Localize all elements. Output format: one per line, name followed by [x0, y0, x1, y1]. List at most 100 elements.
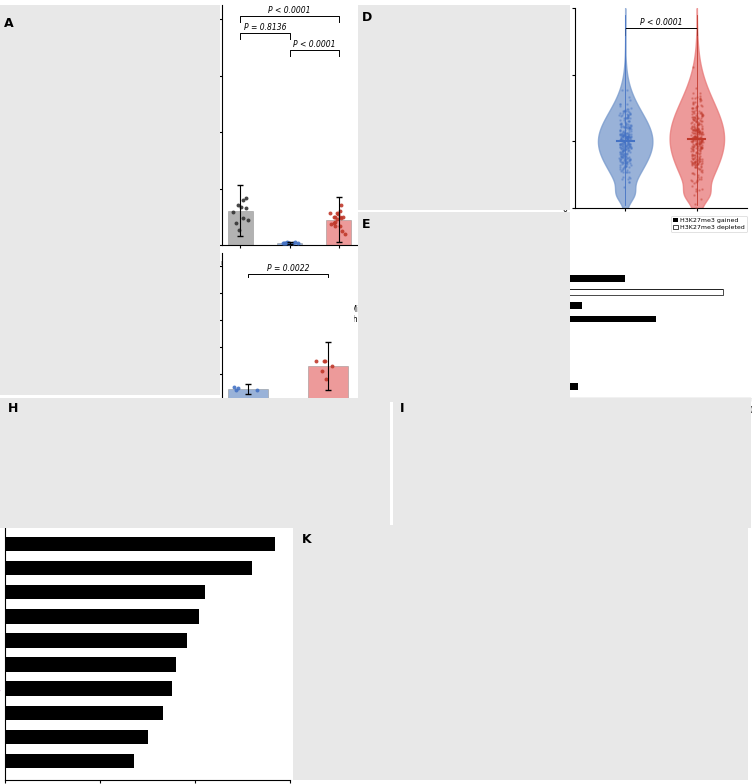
Bar	[5, 633, 187, 648]
Point	[619, 129, 631, 141]
Point	[233, 224, 245, 237]
Point	[622, 111, 634, 123]
Point	[624, 107, 636, 120]
Point	[614, 158, 626, 171]
Point	[692, 118, 704, 131]
Point	[686, 123, 698, 136]
Point	[685, 129, 697, 141]
Point	[687, 140, 699, 153]
Point	[615, 153, 627, 165]
Point	[328, 216, 340, 229]
Point	[235, 201, 247, 213]
Point	[623, 134, 635, 147]
Point	[623, 94, 635, 107]
Point	[620, 139, 632, 151]
Y-axis label: H3K27me3 (pixel units): H3K27me3 (pixel units)	[176, 282, 185, 372]
Point	[237, 194, 249, 206]
Point	[687, 157, 699, 169]
Point	[624, 132, 636, 144]
Point	[690, 132, 702, 144]
Bar	[228, 211, 253, 245]
Point	[694, 93, 706, 105]
Point	[615, 142, 627, 154]
Point	[615, 150, 627, 162]
Point	[687, 152, 699, 165]
Point	[622, 103, 634, 115]
Point	[695, 160, 707, 172]
Point	[620, 97, 632, 110]
Point	[625, 125, 637, 137]
Point	[623, 135, 635, 147]
Point	[696, 154, 708, 167]
Point	[618, 138, 630, 151]
Point	[617, 125, 629, 138]
Bar	[555, 369, 556, 376]
Point	[692, 131, 704, 143]
Point	[290, 235, 302, 248]
Point	[693, 91, 705, 103]
Point	[618, 129, 630, 141]
Point	[287, 236, 299, 249]
Point	[690, 161, 702, 173]
Point	[689, 125, 701, 137]
Point	[335, 198, 347, 211]
Point	[618, 112, 630, 125]
Point	[693, 125, 705, 137]
Point	[693, 126, 705, 139]
Bar	[555, 235, 556, 241]
Point	[617, 148, 629, 161]
Point	[686, 158, 698, 170]
Point	[694, 145, 706, 158]
Point	[621, 156, 633, 169]
Point	[617, 145, 629, 158]
Bar	[555, 343, 556, 349]
Bar	[555, 249, 556, 255]
Point	[620, 166, 632, 179]
Point	[696, 100, 708, 113]
Point	[689, 161, 701, 173]
Point	[696, 110, 708, 122]
Point	[624, 134, 636, 147]
Point	[617, 130, 629, 143]
Point	[687, 86, 699, 99]
Point	[623, 137, 635, 150]
Point	[695, 135, 707, 147]
Point	[695, 172, 707, 185]
Point	[694, 107, 706, 119]
Point	[622, 131, 634, 143]
Point	[614, 114, 626, 127]
Bar	[555, 275, 562, 282]
Point	[617, 157, 629, 169]
Point	[620, 120, 632, 132]
Point	[623, 172, 635, 185]
Point	[619, 161, 631, 173]
Point	[622, 142, 634, 154]
Point	[696, 164, 708, 176]
Point	[614, 100, 626, 112]
Point	[283, 237, 295, 249]
Bar	[228, 389, 268, 401]
Point	[693, 122, 705, 135]
Point	[619, 136, 631, 149]
Point	[620, 160, 632, 172]
Point	[693, 143, 705, 156]
Point	[690, 153, 702, 165]
Point	[624, 134, 636, 147]
Point	[618, 135, 630, 147]
Point	[623, 114, 635, 127]
Bar	[555, 356, 557, 363]
Text: P = 0.0022: P = 0.0022	[267, 264, 309, 273]
Point	[696, 125, 708, 138]
Point	[625, 102, 637, 114]
Point	[620, 112, 632, 125]
Point	[693, 148, 705, 161]
Point	[615, 151, 627, 163]
Point	[686, 156, 698, 169]
Point	[622, 128, 634, 140]
Text: P < 0.0001: P < 0.0001	[293, 40, 335, 49]
Point	[616, 129, 628, 142]
Text: UMich
cohort: UMich cohort	[344, 305, 369, 325]
Point	[689, 160, 701, 172]
Point	[687, 152, 699, 165]
Point	[687, 130, 699, 143]
